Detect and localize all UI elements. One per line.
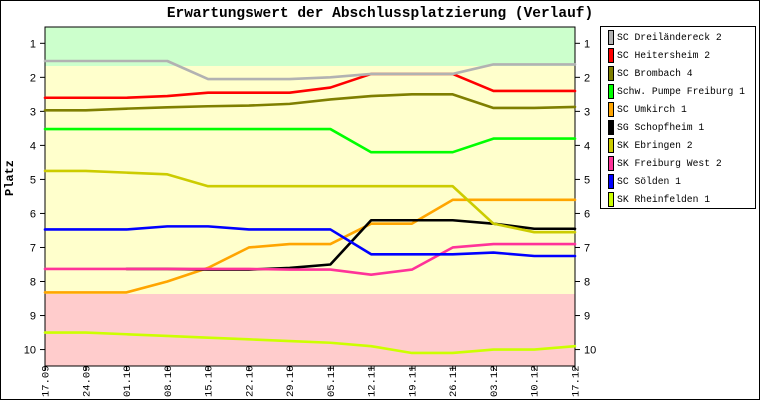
svg-text:22.10: 22.10 [244, 365, 256, 397]
svg-text:8: 8 [30, 277, 36, 289]
svg-text:9: 9 [30, 311, 36, 323]
svg-text:17.12: 17.12 [571, 365, 583, 397]
svg-text:1: 1 [30, 38, 36, 50]
svg-text:6: 6 [584, 208, 590, 220]
svg-text:3: 3 [30, 106, 36, 118]
svg-text:1: 1 [584, 38, 590, 50]
svg-text:4: 4 [584, 140, 590, 152]
svg-text:8: 8 [584, 277, 590, 289]
svg-text:9: 9 [584, 311, 590, 323]
svg-text:15.10: 15.10 [204, 365, 216, 397]
svg-text:5: 5 [584, 174, 590, 186]
svg-text:4: 4 [30, 140, 36, 152]
svg-text:10: 10 [24, 345, 36, 357]
svg-text:10: 10 [584, 345, 596, 357]
svg-text:7: 7 [30, 242, 36, 254]
svg-text:6: 6 [30, 208, 36, 220]
svg-text:10.12: 10.12 [530, 365, 542, 397]
svg-text:12.11: 12.11 [367, 365, 379, 397]
svg-text:29.10: 29.10 [285, 365, 297, 397]
svg-text:5: 5 [30, 174, 36, 186]
svg-text:08.10: 08.10 [163, 365, 175, 397]
svg-text:17.09: 17.09 [41, 365, 53, 397]
svg-text:03.12: 03.12 [489, 365, 501, 397]
svg-text:2: 2 [30, 72, 36, 84]
svg-text:01.10: 01.10 [122, 365, 134, 397]
svg-text:24.09: 24.09 [81, 365, 93, 397]
svg-text:19.11: 19.11 [407, 365, 419, 397]
svg-text:05.11: 05.11 [326, 365, 338, 397]
svg-text:3: 3 [584, 106, 590, 118]
svg-text:26.11: 26.11 [448, 365, 460, 397]
svg-text:7: 7 [584, 242, 590, 254]
svg-text:2: 2 [584, 72, 590, 84]
